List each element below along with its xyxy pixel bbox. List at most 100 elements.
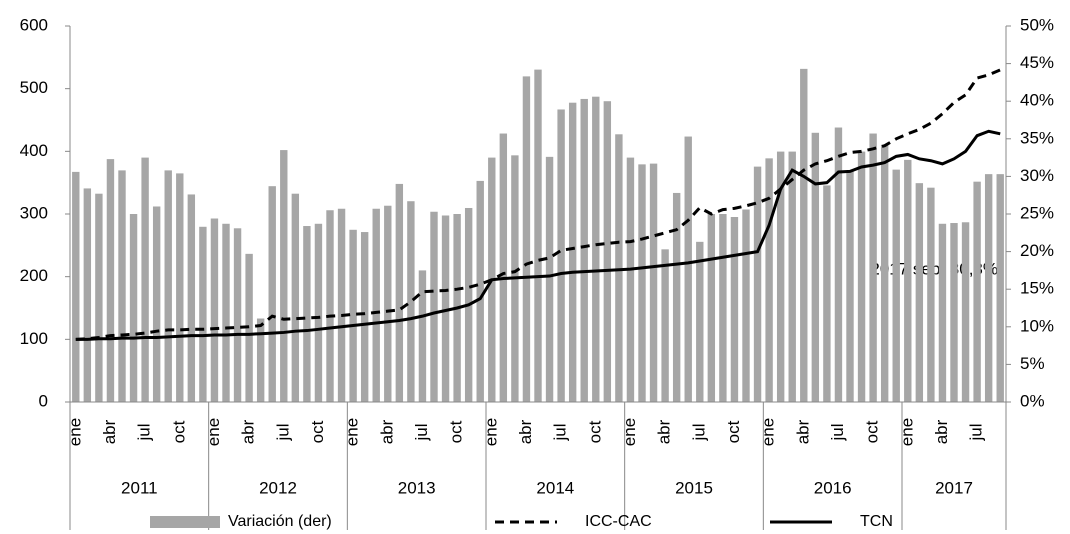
- bar: [210, 218, 219, 402]
- bar: [360, 232, 369, 402]
- bar: [984, 174, 993, 402]
- bar: [233, 228, 242, 402]
- bar: [430, 211, 438, 402]
- y-tick-label: 300: [20, 203, 48, 222]
- bar: [291, 193, 300, 402]
- bar: [395, 183, 404, 402]
- bar: [927, 187, 935, 402]
- x-tick-label: ene: [620, 418, 639, 446]
- year-label: 2017: [935, 478, 973, 497]
- y2-tick-label: 10%: [1020, 316, 1054, 335]
- bar: [938, 223, 947, 402]
- bar: [696, 241, 704, 402]
- bar: [915, 183, 924, 402]
- bar: [846, 170, 854, 402]
- bar: [776, 151, 785, 402]
- x-tick-label: jul: [135, 423, 154, 441]
- bar: [534, 69, 542, 402]
- bar: [256, 318, 265, 402]
- x-tick-label: jul: [828, 423, 847, 441]
- bar: [996, 174, 1004, 402]
- bar: [545, 156, 554, 402]
- bar: [719, 214, 727, 402]
- bar: [176, 173, 184, 402]
- bar: [152, 206, 161, 402]
- bar: [372, 208, 380, 402]
- bar: [638, 164, 646, 402]
- bar: [811, 132, 820, 402]
- bar: [280, 150, 288, 402]
- bar: [961, 222, 970, 402]
- bar: [522, 76, 531, 402]
- x-tick-label: ene: [204, 418, 223, 446]
- bar: [823, 185, 831, 402]
- x-tick-label: ene: [759, 418, 778, 446]
- bar: [880, 144, 889, 403]
- bar: [973, 181, 981, 402]
- bar: [337, 208, 346, 402]
- bar: [118, 170, 126, 402]
- bar: [568, 102, 577, 402]
- legend-label: ICC-CAC: [585, 513, 652, 530]
- year-label: 2016: [814, 478, 852, 497]
- bar: [869, 133, 877, 402]
- y-tick-label: 500: [20, 78, 48, 97]
- y2-tick-label: 50%: [1020, 15, 1054, 34]
- bar: [892, 169, 900, 402]
- bar: [349, 229, 357, 402]
- year-label: 2011: [121, 478, 158, 497]
- bar: [753, 166, 762, 402]
- bar: [626, 157, 635, 402]
- bar: [268, 186, 276, 402]
- x-tick-label: oct: [308, 420, 327, 443]
- year-label: 2012: [259, 478, 297, 497]
- bar: [950, 223, 958, 402]
- x-tick-label: oct: [447, 420, 466, 443]
- bar: [904, 159, 912, 402]
- x-tick-label: abr: [932, 419, 951, 444]
- x-tick-label: oct: [724, 420, 743, 443]
- bar: [407, 201, 415, 402]
- x-tick-label: oct: [863, 420, 882, 443]
- x-tick-label: abr: [377, 419, 396, 444]
- bar: [580, 98, 588, 402]
- y2-tick-label: 35%: [1020, 128, 1054, 147]
- y2-tick-label: 5%: [1020, 354, 1045, 373]
- bar: [592, 96, 600, 403]
- x-tick-label: oct: [169, 420, 188, 443]
- x-tick-label: abr: [793, 419, 812, 444]
- bar: [441, 215, 450, 402]
- y2-tick-label: 20%: [1020, 241, 1054, 260]
- y2-tick-label: 0%: [1020, 391, 1045, 410]
- x-tick-label: abr: [516, 419, 535, 444]
- bar: [141, 157, 149, 402]
- y-tick-label: 600: [20, 15, 48, 34]
- x-tick-label: ene: [343, 418, 362, 446]
- x-tick-label: abr: [239, 419, 258, 444]
- bar: [707, 214, 716, 402]
- y2-tick-label: 40%: [1020, 91, 1054, 110]
- y-tick-label: 0: [39, 391, 48, 410]
- bar: [603, 101, 612, 402]
- bar: [106, 159, 115, 402]
- y-tick-label: 400: [20, 141, 48, 160]
- bar: [164, 170, 172, 402]
- bar: [384, 205, 392, 402]
- bar: [730, 217, 739, 402]
- bar: [649, 163, 658, 402]
- bar: [72, 171, 80, 402]
- y-tick-label: 100: [20, 329, 48, 348]
- bar: [615, 134, 623, 402]
- bar: [499, 133, 508, 402]
- legend-label: Variación (der): [228, 513, 332, 530]
- bar: [672, 192, 681, 402]
- bar: [684, 136, 692, 402]
- legend-label: TCN: [860, 513, 893, 530]
- bar: [834, 127, 843, 403]
- y2-tick-label: 30%: [1020, 166, 1054, 185]
- bar: [857, 151, 866, 402]
- bar: [800, 68, 808, 402]
- bar: [765, 158, 773, 402]
- x-tick-label: jul: [689, 423, 708, 441]
